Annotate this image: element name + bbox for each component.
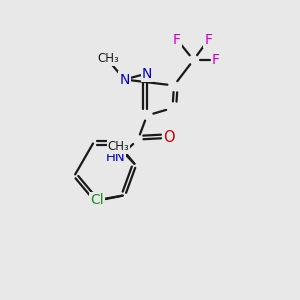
Text: O: O xyxy=(163,130,175,146)
Text: CH₃: CH₃ xyxy=(108,140,130,153)
Text: N: N xyxy=(119,73,130,86)
Text: CH₃: CH₃ xyxy=(97,52,119,65)
Text: F: F xyxy=(173,33,181,46)
Text: N: N xyxy=(142,67,152,80)
Text: Cl: Cl xyxy=(91,193,104,207)
Text: HN: HN xyxy=(106,151,125,164)
Text: F: F xyxy=(205,33,212,46)
Text: F: F xyxy=(212,53,220,67)
